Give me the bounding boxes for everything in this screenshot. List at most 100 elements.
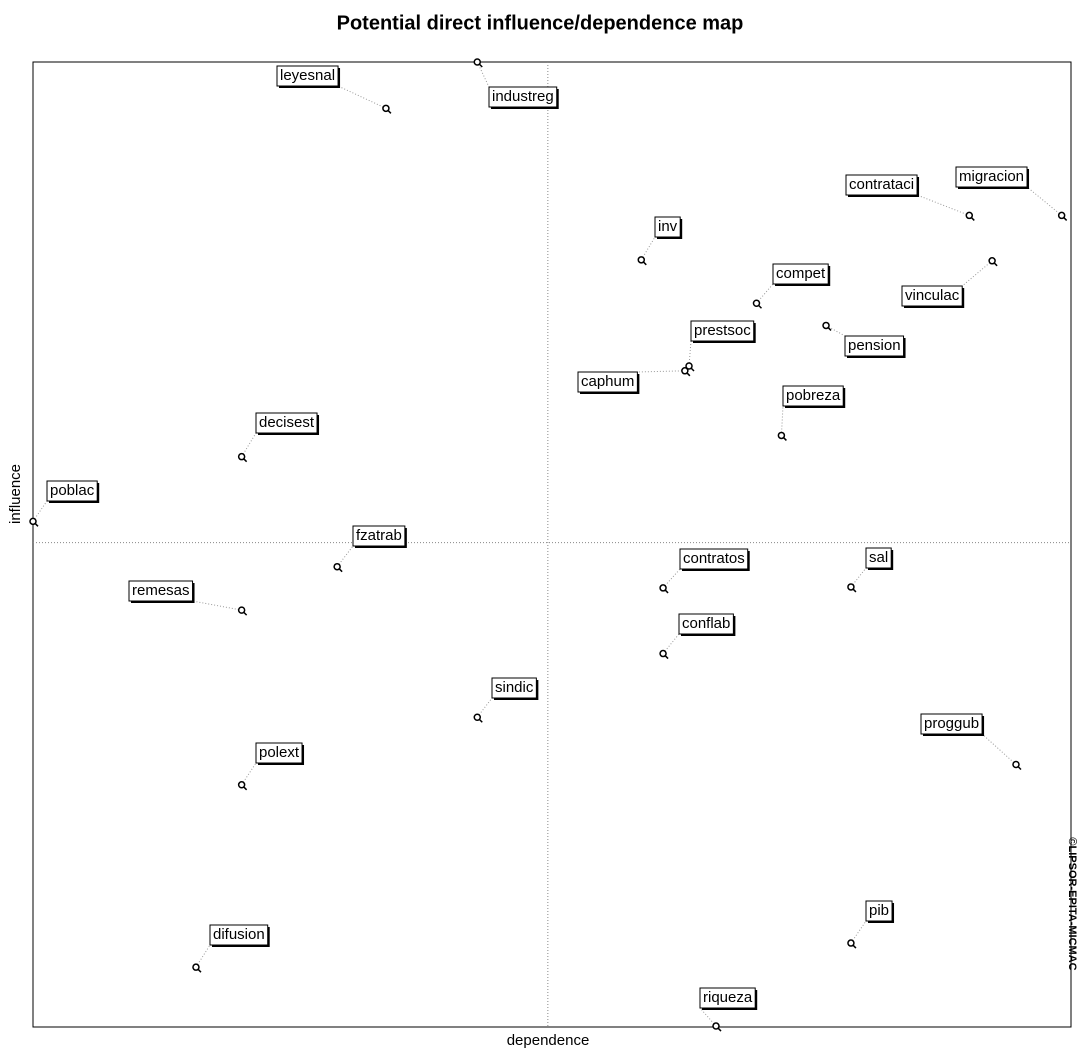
leader-line — [337, 85, 387, 109]
leader-line — [637, 370, 685, 373]
leader-line — [850, 920, 867, 944]
point — [637, 256, 646, 264]
leader-line — [699, 1007, 717, 1027]
point-tail — [970, 216, 975, 221]
point-label: pobreza — [786, 387, 841, 404]
point — [847, 939, 855, 947]
point-tail — [243, 611, 248, 616]
label-box — [865, 900, 893, 922]
leader-line — [241, 432, 257, 457]
label-box — [654, 216, 681, 238]
point-label: difusion — [213, 926, 265, 943]
point-label: compet — [776, 265, 826, 282]
leader-line — [688, 340, 692, 367]
point-label: conflab — [682, 615, 730, 632]
label-box — [679, 548, 749, 570]
point — [473, 58, 482, 66]
leader-line — [476, 61, 490, 88]
point — [237, 606, 246, 614]
label-box — [845, 174, 918, 196]
label-box — [678, 613, 734, 635]
point-label: prestsoc — [694, 322, 751, 339]
point-tail — [243, 458, 248, 463]
point — [752, 299, 761, 307]
label-box — [352, 525, 406, 547]
leader-line — [780, 405, 784, 436]
point-tail — [197, 968, 202, 973]
point-label: sindic — [495, 679, 534, 696]
label-box — [488, 86, 558, 108]
point-label: contratos — [683, 550, 745, 567]
leader-line — [336, 545, 354, 567]
point-tail — [478, 63, 483, 68]
label-box — [772, 263, 829, 285]
plot-frame — [32, 61, 1072, 1028]
leader-line — [241, 762, 257, 786]
label-box — [844, 335, 905, 357]
point-tail — [690, 367, 695, 372]
leader-line — [756, 283, 774, 304]
point-label: riqueza — [703, 989, 753, 1006]
point — [1057, 211, 1066, 220]
leader-line — [195, 944, 211, 968]
point — [681, 367, 689, 375]
leader-line — [476, 697, 493, 718]
label-box — [782, 385, 844, 407]
point-tail — [852, 944, 857, 949]
point-tail — [1017, 765, 1022, 771]
point-tail — [664, 589, 669, 594]
label-box — [920, 713, 983, 735]
point-tail — [717, 1027, 722, 1032]
leader-line — [850, 567, 867, 588]
point — [777, 431, 786, 440]
leader-line — [662, 568, 681, 589]
point — [988, 257, 996, 265]
label-box — [699, 987, 756, 1009]
point-tail — [243, 786, 248, 791]
credit: ©LIPSOR-EPITA-MICMAC — [1066, 837, 1078, 970]
leader-line — [192, 600, 242, 611]
point-tail — [827, 326, 832, 331]
point — [712, 1022, 720, 1030]
point — [29, 517, 37, 526]
point-tail — [34, 522, 39, 527]
point-label: vinculac — [905, 287, 960, 304]
point — [237, 781, 246, 789]
label-box — [209, 924, 269, 946]
point — [473, 713, 482, 721]
label-box — [46, 480, 98, 502]
leader-line — [662, 633, 680, 654]
point-label: caphum — [581, 373, 634, 390]
point-tail — [993, 262, 998, 267]
point — [382, 104, 390, 113]
y-axis-label: influence — [7, 464, 24, 524]
point — [237, 452, 246, 461]
point-label: decisest — [259, 414, 315, 431]
label-box — [128, 580, 194, 602]
point-tail — [757, 304, 763, 309]
point-label: industreg — [492, 88, 554, 105]
label-box — [276, 65, 339, 87]
leader-line — [961, 260, 993, 287]
point — [659, 584, 667, 592]
point-label: pension — [848, 337, 901, 354]
point-label: polext — [259, 744, 300, 761]
point-label: inv — [658, 218, 678, 235]
point-tail — [686, 372, 691, 377]
point-label: pib — [869, 902, 889, 919]
point-label: leyesnal — [280, 67, 335, 84]
leader-line — [1026, 186, 1062, 216]
label-box — [955, 166, 1028, 188]
chart-title: Potential direct influence/dependence ma… — [337, 12, 744, 34]
point-tail — [338, 568, 343, 573]
point — [659, 649, 667, 658]
point-tail — [387, 109, 392, 114]
label-box — [577, 371, 638, 393]
leader-line — [32, 500, 48, 522]
label-box — [491, 677, 537, 699]
point — [192, 963, 200, 971]
point — [685, 362, 693, 370]
leader-line — [981, 733, 1017, 765]
point — [822, 321, 830, 330]
